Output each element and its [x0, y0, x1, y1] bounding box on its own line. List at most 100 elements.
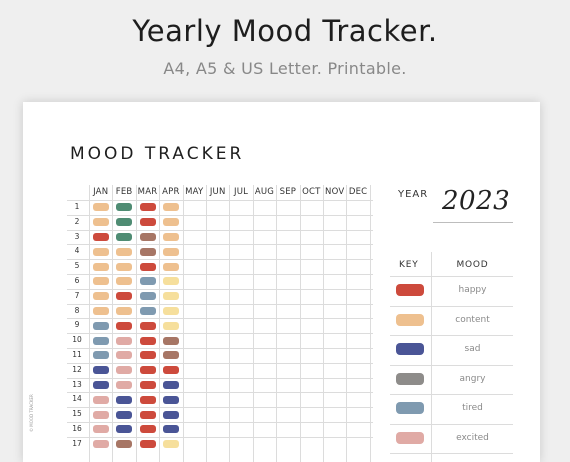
mood-cell-excited[interactable]: [116, 381, 133, 389]
key-swatch-sad: [396, 343, 424, 355]
year-value[interactable]: 2023: [442, 186, 511, 216]
grid-row-line: [67, 303, 373, 305]
mood-cell-happy[interactable]: [139, 440, 156, 449]
mood-cell-happy[interactable]: [139, 395, 156, 404]
mood-cell-tired[interactable]: [139, 307, 156, 315]
mood-cell-yellow[interactable]: [162, 307, 179, 315]
mood-cell-sad[interactable]: [116, 395, 133, 404]
grid-row-line: [67, 377, 373, 379]
mood-cell-happy[interactable]: [139, 410, 156, 419]
month-header-dec: DEC: [348, 187, 368, 197]
mood-cell-green[interactable]: [116, 233, 133, 241]
mood-cell-tired[interactable]: [92, 321, 109, 330]
mood-cell-sad[interactable]: [162, 381, 179, 389]
mood-cell-happy[interactable]: [139, 218, 156, 227]
key-row-line: [390, 364, 513, 366]
year-underline: [433, 222, 513, 223]
mood-cell-brown[interactable]: [162, 351, 179, 360]
mood-cell-green[interactable]: [116, 218, 133, 227]
mood-cell-content[interactable]: [162, 247, 179, 256]
mood-cell-tired[interactable]: [92, 351, 109, 360]
month-header-nov: NOV: [325, 187, 345, 197]
mood-cell-content[interactable]: [92, 277, 109, 286]
tracker-sheet: MOOD TRACKER JAN FEB MAR APR MAY JUN JUL AUG SEP…: [23, 102, 540, 462]
mood-cell-excited[interactable]: [116, 336, 133, 345]
month-header-oct: OCT: [302, 187, 321, 197]
mood-cell-content[interactable]: [162, 218, 179, 227]
mood-cell-yellow[interactable]: [162, 440, 179, 449]
mood-cell-content[interactable]: [116, 247, 133, 256]
key-swatch-excited: [396, 431, 424, 444]
day-number: 10: [72, 335, 82, 345]
mood-cell-excited[interactable]: [92, 425, 109, 434]
grid-column-line: [323, 185, 324, 462]
mood-cell-sad[interactable]: [162, 395, 179, 404]
key-mood-label: tired: [462, 403, 483, 413]
grid-row-line: [67, 259, 373, 261]
mood-cell-content[interactable]: [162, 233, 179, 241]
mood-cell-sad[interactable]: [92, 366, 109, 375]
mood-cell-sad[interactable]: [116, 410, 133, 419]
mood-cell-brown[interactable]: [139, 247, 156, 256]
day-number: 2: [74, 216, 80, 226]
mood-cell-happy[interactable]: [139, 381, 156, 389]
mood-cell-happy[interactable]: [139, 262, 156, 271]
grid-row-line: [67, 318, 373, 320]
mood-cell-happy[interactable]: [139, 425, 156, 434]
mood-cell-happy[interactable]: [116, 292, 133, 301]
mood-cell-excited[interactable]: [92, 410, 109, 419]
mood-cell-happy[interactable]: [116, 321, 133, 330]
mood-cell-content[interactable]: [92, 203, 109, 212]
mood-cell-happy[interactable]: [139, 336, 156, 345]
day-number: 1: [74, 202, 80, 211]
mood-cell-happy[interactable]: [139, 366, 156, 375]
mood-cell-sad[interactable]: [116, 425, 133, 434]
mood-cell-happy[interactable]: [92, 233, 109, 241]
copyright-note: © MOOD TRACKER: [29, 394, 34, 432]
mood-cell-brown[interactable]: [139, 233, 156, 241]
mood-cell-green[interactable]: [116, 203, 133, 212]
mood-cell-tired[interactable]: [139, 277, 156, 286]
mood-cell-sad[interactable]: [162, 425, 179, 434]
mood-cell-brown[interactable]: [162, 336, 179, 345]
grid-row-line: [67, 436, 373, 438]
mood-cell-content[interactable]: [162, 203, 179, 212]
key-row-line: [390, 453, 513, 454]
mood-cell-yellow[interactable]: [162, 292, 179, 301]
mood-cell-content[interactable]: [162, 262, 179, 271]
mood-cell-excited[interactable]: [92, 440, 109, 449]
grid-row-line: [67, 200, 373, 201]
key-column-divider: [431, 252, 432, 462]
mood-cell-content[interactable]: [116, 307, 133, 315]
mood-cell-content[interactable]: [92, 307, 109, 315]
mood-cell-content[interactable]: [92, 292, 109, 301]
mood-cell-content[interactable]: [92, 247, 109, 256]
mood-cell-sad[interactable]: [92, 381, 109, 389]
day-number: 14: [72, 394, 82, 404]
grid-column-line: [159, 185, 161, 462]
grid-row-line: [67, 362, 373, 364]
month-header-apr: APR: [162, 187, 180, 197]
mood-cell-happy[interactable]: [162, 366, 179, 375]
mood-cell-happy[interactable]: [139, 321, 156, 330]
month-header-sep: SEP: [279, 187, 297, 197]
grid-row-line: [67, 229, 373, 231]
grid-column-line: [206, 185, 207, 462]
mood-cell-happy[interactable]: [139, 203, 156, 212]
grid-row-line: [67, 288, 373, 290]
mood-cell-content[interactable]: [116, 277, 133, 286]
mood-cell-yellow[interactable]: [162, 321, 179, 330]
mood-cell-brown[interactable]: [116, 440, 133, 449]
mood-cell-tired[interactable]: [92, 336, 109, 345]
mood-cell-excited[interactable]: [116, 366, 133, 375]
mood-cell-sad[interactable]: [162, 410, 179, 419]
mood-cell-content[interactable]: [116, 262, 133, 271]
mood-cell-content[interactable]: [92, 218, 109, 227]
mood-cell-happy[interactable]: [139, 351, 156, 360]
mood-cell-content[interactable]: [92, 262, 109, 271]
mood-cell-tired[interactable]: [139, 292, 156, 301]
mood-cell-excited[interactable]: [116, 351, 133, 360]
mood-cell-excited[interactable]: [92, 395, 109, 404]
mood-cell-yellow[interactable]: [162, 277, 179, 286]
year-label: YEAR: [398, 189, 429, 200]
